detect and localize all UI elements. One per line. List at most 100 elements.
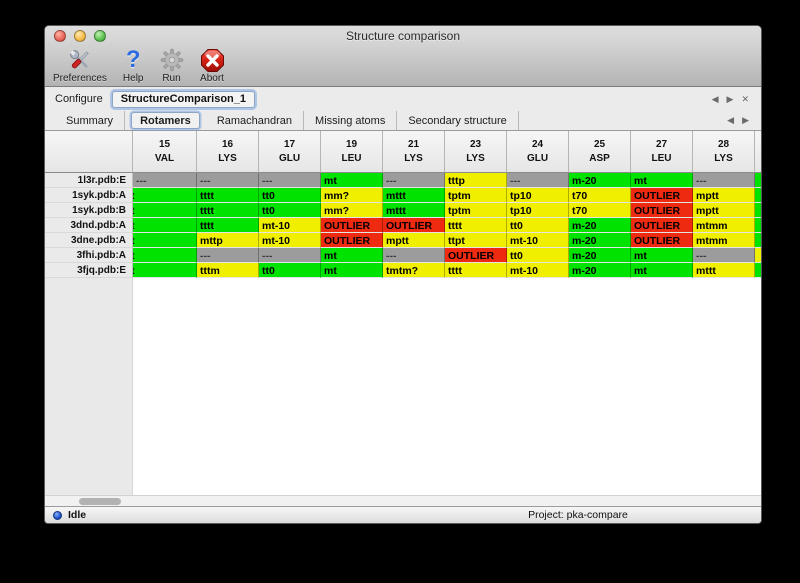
rotamer-cell[interactable]: mt-10 — [507, 233, 569, 248]
rotamer-cell[interactable]: mm? — [321, 188, 383, 203]
rotamer-cell[interactable]: mt — [631, 263, 693, 278]
tab-secondary-structure[interactable]: Secondary structure — [397, 111, 519, 130]
row-header-3fhi.pdb:A[interactable]: 3fhi.pdb:A — [45, 248, 133, 263]
rotamer-cell[interactable]: tp10 — [507, 203, 569, 218]
rotamer-cell[interactable]: ttpt — [445, 233, 507, 248]
rotamer-cell[interactable]: tptm — [445, 203, 507, 218]
rotamer-cell[interactable]: --- — [259, 248, 321, 263]
tab-summary[interactable]: Summary — [55, 111, 126, 130]
rotamer-cell[interactable]: mt-10 — [507, 263, 569, 278]
abort-button[interactable]: Abort — [200, 47, 225, 84]
preferences-button[interactable]: Preferences — [53, 47, 107, 84]
close-config-icon[interactable]: ✕ — [741, 93, 749, 104]
row-header-3dnd.pdb:A[interactable]: 3dnd.pdb:A — [45, 218, 133, 233]
next-tab-icon[interactable]: ▶ — [742, 115, 749, 125]
rotamer-cell[interactable]: --- — [383, 173, 445, 188]
rotamer-cell[interactable]: m-20 — [569, 233, 631, 248]
rotamer-cell[interactable]: mptt — [693, 203, 755, 218]
rotamer-cell[interactable]: t — [133, 248, 197, 263]
rotamer-cell-partial[interactable] — [755, 233, 761, 248]
rotamer-cell[interactable]: mm? — [321, 203, 383, 218]
row-header-1syk.pdb:A[interactable]: 1syk.pdb:A — [45, 188, 133, 203]
rotamer-cell[interactable]: tttm — [197, 263, 259, 278]
rotamer-cell[interactable]: mt — [321, 263, 383, 278]
rotamer-cell-partial[interactable] — [755, 203, 761, 218]
row-header-1syk.pdb:B[interactable]: 1syk.pdb:B — [45, 203, 133, 218]
rotamer-cell[interactable]: tttp — [445, 173, 507, 188]
tab-missing-atoms[interactable]: Missing atoms — [304, 111, 398, 130]
rotamer-cell[interactable]: t — [133, 263, 197, 278]
configuration-name-tab[interactable]: StructureComparison_1 — [111, 90, 256, 108]
rotamer-cell[interactable]: OUTLIER — [631, 233, 693, 248]
rotamer-cell-partial[interactable] — [755, 248, 761, 263]
rotamer-cell[interactable]: mt — [321, 173, 383, 188]
rotamer-cell[interactable]: mt — [631, 173, 693, 188]
rotamer-cell[interactable]: mt — [321, 248, 383, 263]
rotamer-cell[interactable]: tttt — [197, 218, 259, 233]
rotamer-cell[interactable]: --- — [133, 173, 197, 188]
rotamer-cell-partial[interactable] — [755, 218, 761, 233]
rotamer-cell[interactable]: mttt — [383, 203, 445, 218]
rotamer-cell[interactable]: tp10 — [507, 188, 569, 203]
rotamer-cell[interactable]: --- — [693, 248, 755, 263]
rotamer-cell[interactable]: tmtm? — [383, 263, 445, 278]
rotamer-cell[interactable]: t — [133, 188, 197, 203]
horizontal-scrollbar[interactable] — [45, 495, 761, 506]
rotamer-cell[interactable]: mt — [631, 248, 693, 263]
rotamer-cell[interactable]: t — [133, 233, 197, 248]
horizontal-scrollbar-thumb[interactable] — [79, 498, 121, 505]
help-button[interactable]: ? Help — [123, 47, 144, 85]
rotamer-cell[interactable]: OUTLIER — [383, 218, 445, 233]
rotamer-cell[interactable]: OUTLIER — [631, 218, 693, 233]
prev-tab-icon[interactable]: ◀ — [727, 115, 735, 125]
rotamer-cell[interactable]: OUTLIER — [631, 188, 693, 203]
rotamer-cell[interactable]: OUTLIER — [321, 218, 383, 233]
next-config-icon[interactable]: ▶ — [726, 93, 734, 104]
rotamer-cell[interactable]: t — [133, 218, 197, 233]
rotamer-cell[interactable]: tptm — [445, 188, 507, 203]
rotamer-cell[interactable]: --- — [693, 173, 755, 188]
row-header-3fjq.pdb:E[interactable]: 3fjq.pdb:E — [45, 263, 133, 278]
rotamer-cell[interactable]: t — [133, 203, 197, 218]
rotamer-cell[interactable]: mttp — [197, 233, 259, 248]
rotamer-cell[interactable]: mttt — [383, 188, 445, 203]
rotamer-cell[interactable]: mptt — [383, 233, 445, 248]
rotamer-cell[interactable]: m-20 — [569, 173, 631, 188]
zoom-window-button[interactable] — [94, 30, 106, 42]
rotamer-cell[interactable]: tttt — [445, 218, 507, 233]
rotamer-cell[interactable]: mptt — [693, 188, 755, 203]
rotamer-cell[interactable]: t70 — [569, 188, 631, 203]
rotamer-cell[interactable]: m-20 — [569, 263, 631, 278]
rotamer-cell[interactable]: tt0 — [259, 203, 321, 218]
rotamer-cell[interactable]: tttt — [445, 263, 507, 278]
rotamer-cell[interactable]: tttt — [197, 203, 259, 218]
rotamer-cell-partial[interactable] — [755, 173, 761, 188]
tab-ramachandran[interactable]: Ramachandran — [206, 111, 305, 130]
rotamer-cell-partial[interactable] — [755, 263, 761, 278]
rotamer-cell[interactable]: OUTLIER — [631, 203, 693, 218]
rotamer-cell[interactable]: --- — [197, 173, 259, 188]
close-window-button[interactable] — [54, 30, 66, 42]
minimize-window-button[interactable] — [74, 30, 86, 42]
rotamer-cell[interactable]: mtmm — [693, 233, 755, 248]
rotamer-cell[interactable]: tt0 — [507, 218, 569, 233]
rotamer-cell[interactable]: --- — [383, 248, 445, 263]
rotamer-cell[interactable]: tt0 — [259, 188, 321, 203]
rotamer-cell[interactable]: --- — [197, 248, 259, 263]
rotamer-cell[interactable]: mttt — [693, 263, 755, 278]
tab-rotamers[interactable]: Rotamers — [131, 112, 200, 129]
rotamer-cell[interactable]: mt-10 — [259, 233, 321, 248]
rotamer-cell[interactable]: tt0 — [259, 263, 321, 278]
rotamer-cell[interactable]: t70 — [569, 203, 631, 218]
rotamer-cell[interactable]: --- — [507, 173, 569, 188]
rotamer-cell[interactable]: OUTLIER — [321, 233, 383, 248]
titlebar[interactable]: Structure comparison — [45, 26, 761, 46]
rotamer-cell[interactable]: mtmm — [693, 218, 755, 233]
row-header-1l3r.pdb:E[interactable]: 1l3r.pdb:E — [45, 173, 133, 188]
rotamer-cell[interactable]: --- — [259, 173, 321, 188]
prev-config-icon[interactable]: ◀ — [711, 93, 719, 104]
rotamer-cell[interactable]: m-20 — [569, 248, 631, 263]
rotamer-cell[interactable]: m-20 — [569, 218, 631, 233]
rotamer-cell-partial[interactable] — [755, 188, 761, 203]
rotamer-cell[interactable]: mt-10 — [259, 218, 321, 233]
